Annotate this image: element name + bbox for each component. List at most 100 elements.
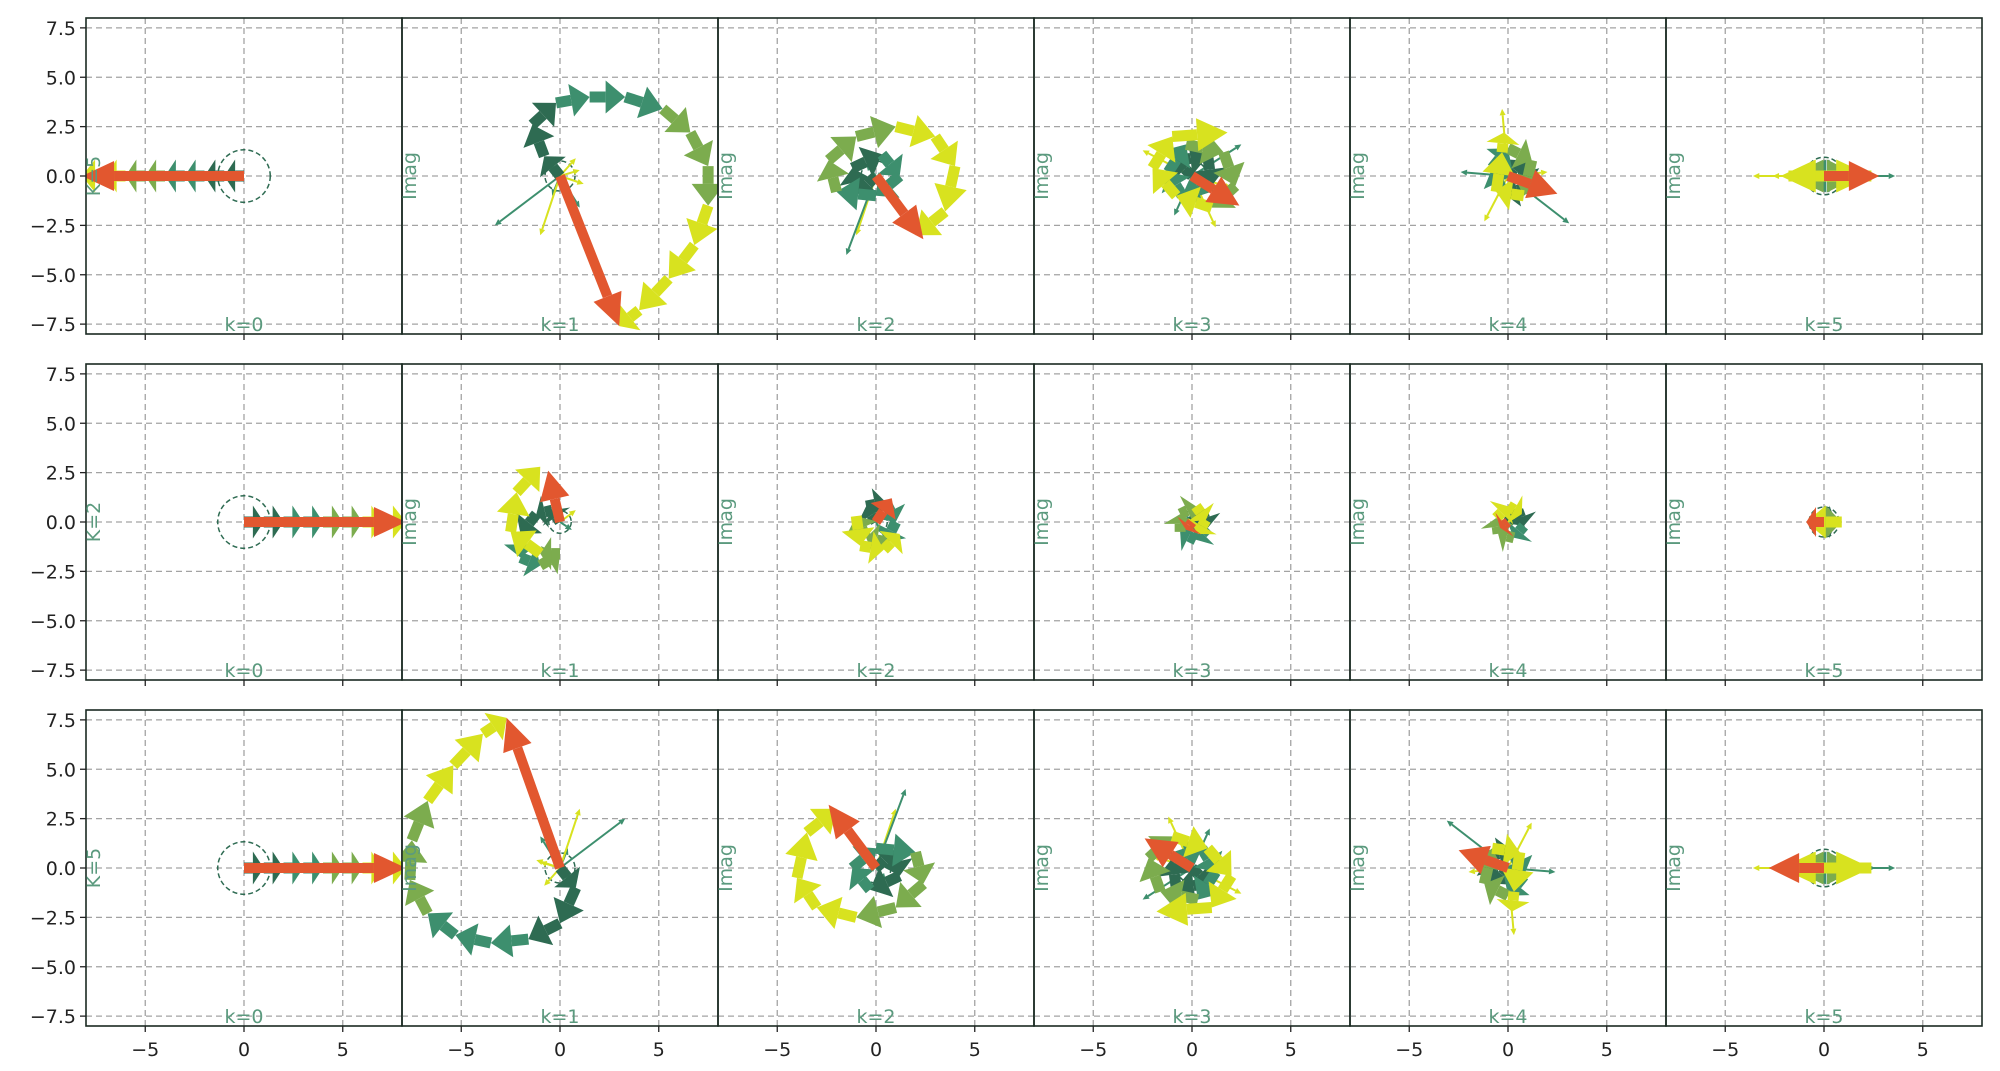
panel-label: k=0 [224,1006,263,1028]
chain-arrow [1505,495,1523,525]
panel-r2-c5: k=5 Imag −5 0 5 [1663,709,1983,1061]
chain-arrow [1486,132,1520,153]
chain-arrow [934,164,967,212]
panel-marks [402,712,626,958]
chain-arrow [496,492,530,533]
chain-arrow [856,895,898,928]
chain-arrow [403,800,435,843]
y-tick-label: 2.5 [46,463,76,485]
y-axis-label: K=5 [83,156,105,196]
y-tick-label: 5.0 [46,67,76,89]
panel-label: k=4 [1488,660,1527,682]
chain-arrow [915,207,949,236]
y-tick-label: 7.5 [46,18,76,40]
chain-arrow [540,156,566,180]
x-tick-label: 5 [653,1039,665,1061]
panel-r2-c0: k=0 K=5 7.5 5.0 2.5 0.0 −2.5 −5.0 −7.5 −5 0 5 [30,709,403,1061]
y-tick-label: 2.5 [46,809,76,831]
panel-r1-c3: k=3 Imag [1031,363,1351,686]
panel-label: k=5 [1804,660,1843,682]
y-tick-label: 0.0 [46,166,76,188]
chain-arrow [1187,517,1217,535]
chain-arrow [510,530,544,559]
chain-arrow [870,867,903,898]
result-arrow [1495,512,1514,537]
chain-arrow [785,832,818,880]
y-tick-label: 5.0 [46,413,76,435]
chain-arrow [1186,502,1214,523]
panel-label: k=2 [856,660,895,682]
y-axis-label: Imag [399,498,421,546]
unit-circle [544,852,576,884]
y-axis-label: Imag [715,152,737,200]
chain-arrow [854,116,896,149]
panel-marks [86,148,272,204]
chain-arrow [427,912,459,940]
chain-arrow [803,808,837,837]
chain-arrow [1152,168,1181,200]
chain-arrow [849,146,882,177]
panel-r1-c5: k=5 Imag [1663,363,1983,686]
x-tick-label: −5 [1395,1039,1423,1061]
y-tick-label: −2.5 [30,561,76,583]
chain-arrow [512,466,541,497]
y-axis-label: Imag [399,844,421,892]
result-arrow [86,161,244,191]
chain-arrow [1176,186,1214,218]
panel-r2-c3: k=3 Imag −5 0 5 [1031,709,1351,1061]
y-tick-label: −7.5 [30,314,76,336]
panel-label: k=1 [540,314,579,336]
panel-label: k=1 [540,1006,579,1028]
chain-arrow [879,530,903,555]
y-axis-label: Imag [715,844,737,892]
panel-marks [1480,495,1536,553]
x-tick-label: 5 [337,1039,349,1061]
spoke-arrow [559,521,572,530]
panel-label: k=0 [224,314,263,336]
x-tick-label: 0 [238,1039,250,1061]
chain-arrow [402,840,428,881]
panel-label: k=3 [1172,314,1211,336]
x-tick-label: −5 [1711,1039,1739,1061]
result-arrow [1177,516,1202,535]
x-tick-label: 0 [1818,1039,1830,1061]
x-tick-label: 0 [1186,1039,1198,1061]
chain-arrow [490,924,529,958]
panel-marks [816,115,967,255]
chain-arrow [554,864,580,888]
panel-label: k=2 [856,314,895,336]
chain-arrow [523,124,555,159]
spoke-arrow [559,818,626,869]
chain-arrow [1208,872,1237,908]
result-arrow [872,172,924,240]
panel-r1-c0: k=0 K=2 7.5 5.0 2.5 0.0 −2.5 −5.0 −7.5 [30,363,403,686]
panel-label: k=3 [1172,1006,1211,1028]
chain-arrow [1482,152,1516,193]
y-axis-label: Imag [1347,152,1369,200]
panel-marks [1460,108,1570,224]
y-axis-label: K=5 [83,848,105,888]
chain-arrow [479,712,507,741]
panel-marks [1142,118,1245,228]
panel-marks [1752,848,1896,888]
y-tick-label: −7.5 [30,660,76,682]
x-tick-label: 5 [969,1039,981,1061]
x-tick-label: 0 [554,1039,566,1061]
panel-marks [216,840,402,896]
y-axis-label: Imag [399,152,421,200]
y-tick-label: 0.0 [46,858,76,880]
chain-arrow [895,879,927,908]
chain-arrow [619,304,643,331]
chain-arrow [659,104,691,133]
x-tick-label: 5 [1285,1039,1297,1061]
panel-marks [494,80,718,331]
y-axis-label: Imag [1663,844,1685,892]
panel-label: k=2 [856,1006,895,1028]
panel-marks [785,789,936,929]
chain-arrow [794,877,822,911]
chain-arrow [540,537,560,571]
panel-r1-c1: k=1 Imag [399,363,719,686]
chain-arrow [859,531,884,564]
chain-arrow [1156,892,1213,926]
chain-arrow [423,765,454,805]
